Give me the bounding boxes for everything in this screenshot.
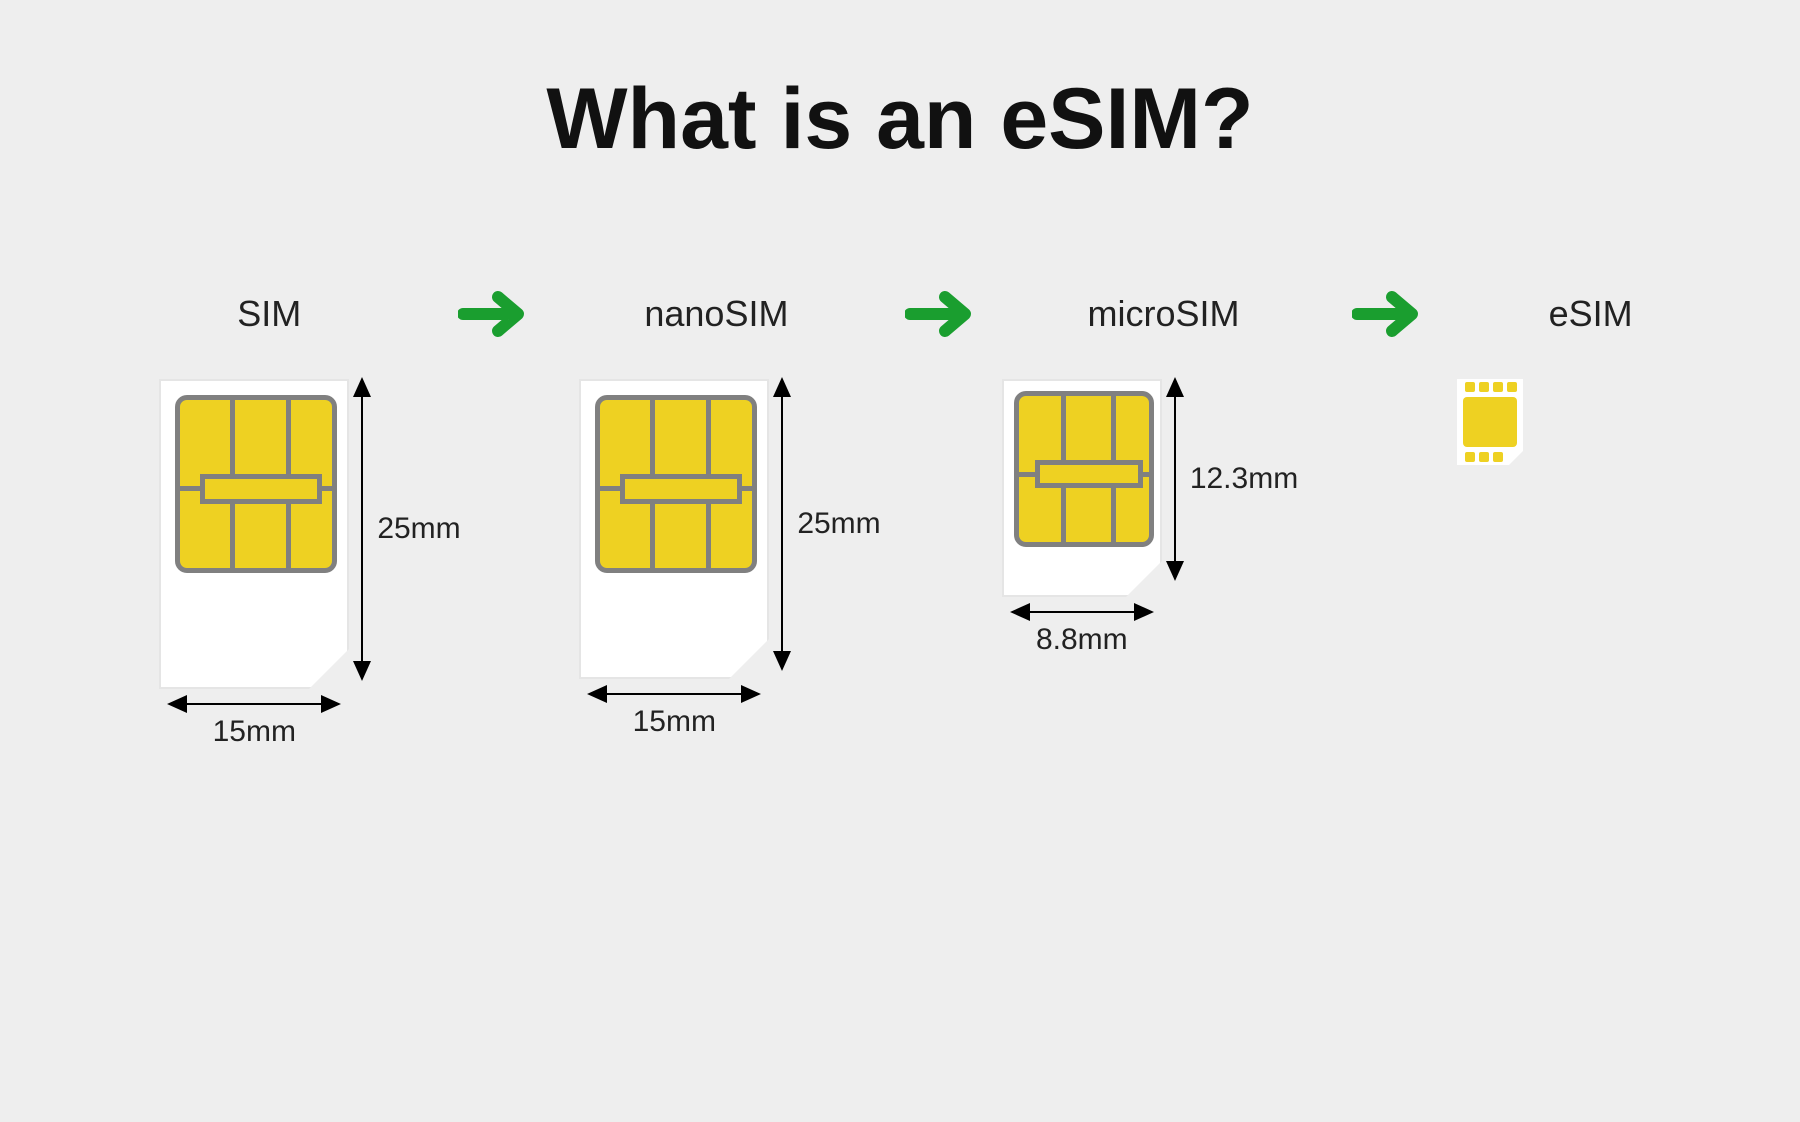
labels-row: SIM nanoSIM microSIM eSIM — [0, 289, 1800, 339]
esim-label: eSIM — [1501, 293, 1681, 335]
arrow-icon — [458, 289, 528, 339]
arrow-icon — [1352, 289, 1422, 339]
sim-width-label: 15mm — [213, 715, 296, 749]
microsim-height-dim: 12.3mm — [1162, 379, 1298, 579]
nanosim-card — [579, 379, 769, 679]
nanosim-width-dim: 15mm — [589, 693, 759, 739]
cards-row: 15mm 25mm 15mm — [0, 379, 1800, 749]
sim-height-label: 25mm — [377, 512, 460, 546]
nanosim-height-label: 25mm — [797, 507, 880, 541]
nanosim-chip-icon — [595, 395, 757, 573]
nanosim-width-label: 15mm — [633, 705, 716, 739]
microsim-width-label: 8.8mm — [1036, 623, 1128, 657]
sim-label: SIM — [159, 293, 379, 335]
microsim-chip-icon — [1014, 391, 1154, 547]
sim-chip-icon — [175, 395, 337, 573]
nanosim-slot: 15mm 25mm — [520, 379, 940, 739]
sim-width-dim: 15mm — [169, 703, 339, 749]
page-title: What is an eSIM? — [0, 70, 1800, 169]
sim-card — [159, 379, 349, 689]
microsim-height-label: 12.3mm — [1190, 462, 1298, 496]
microsim-label: microSIM — [1054, 293, 1274, 335]
microsim-width-dim: 8.8mm — [1012, 611, 1152, 657]
nanosim-label: nanoSIM — [606, 293, 826, 335]
nanosim-height-dim: 25mm — [769, 379, 880, 669]
arrow-icon — [905, 289, 975, 339]
sim-slot: 15mm 25mm — [100, 379, 520, 749]
esim-slot — [1360, 379, 1620, 465]
sim-height-dim: 25mm — [349, 379, 460, 679]
microsim-slot: 8.8mm 12.3mm — [940, 379, 1360, 657]
microsim-card — [1002, 379, 1162, 597]
esim-chip-icon — [1457, 379, 1523, 465]
